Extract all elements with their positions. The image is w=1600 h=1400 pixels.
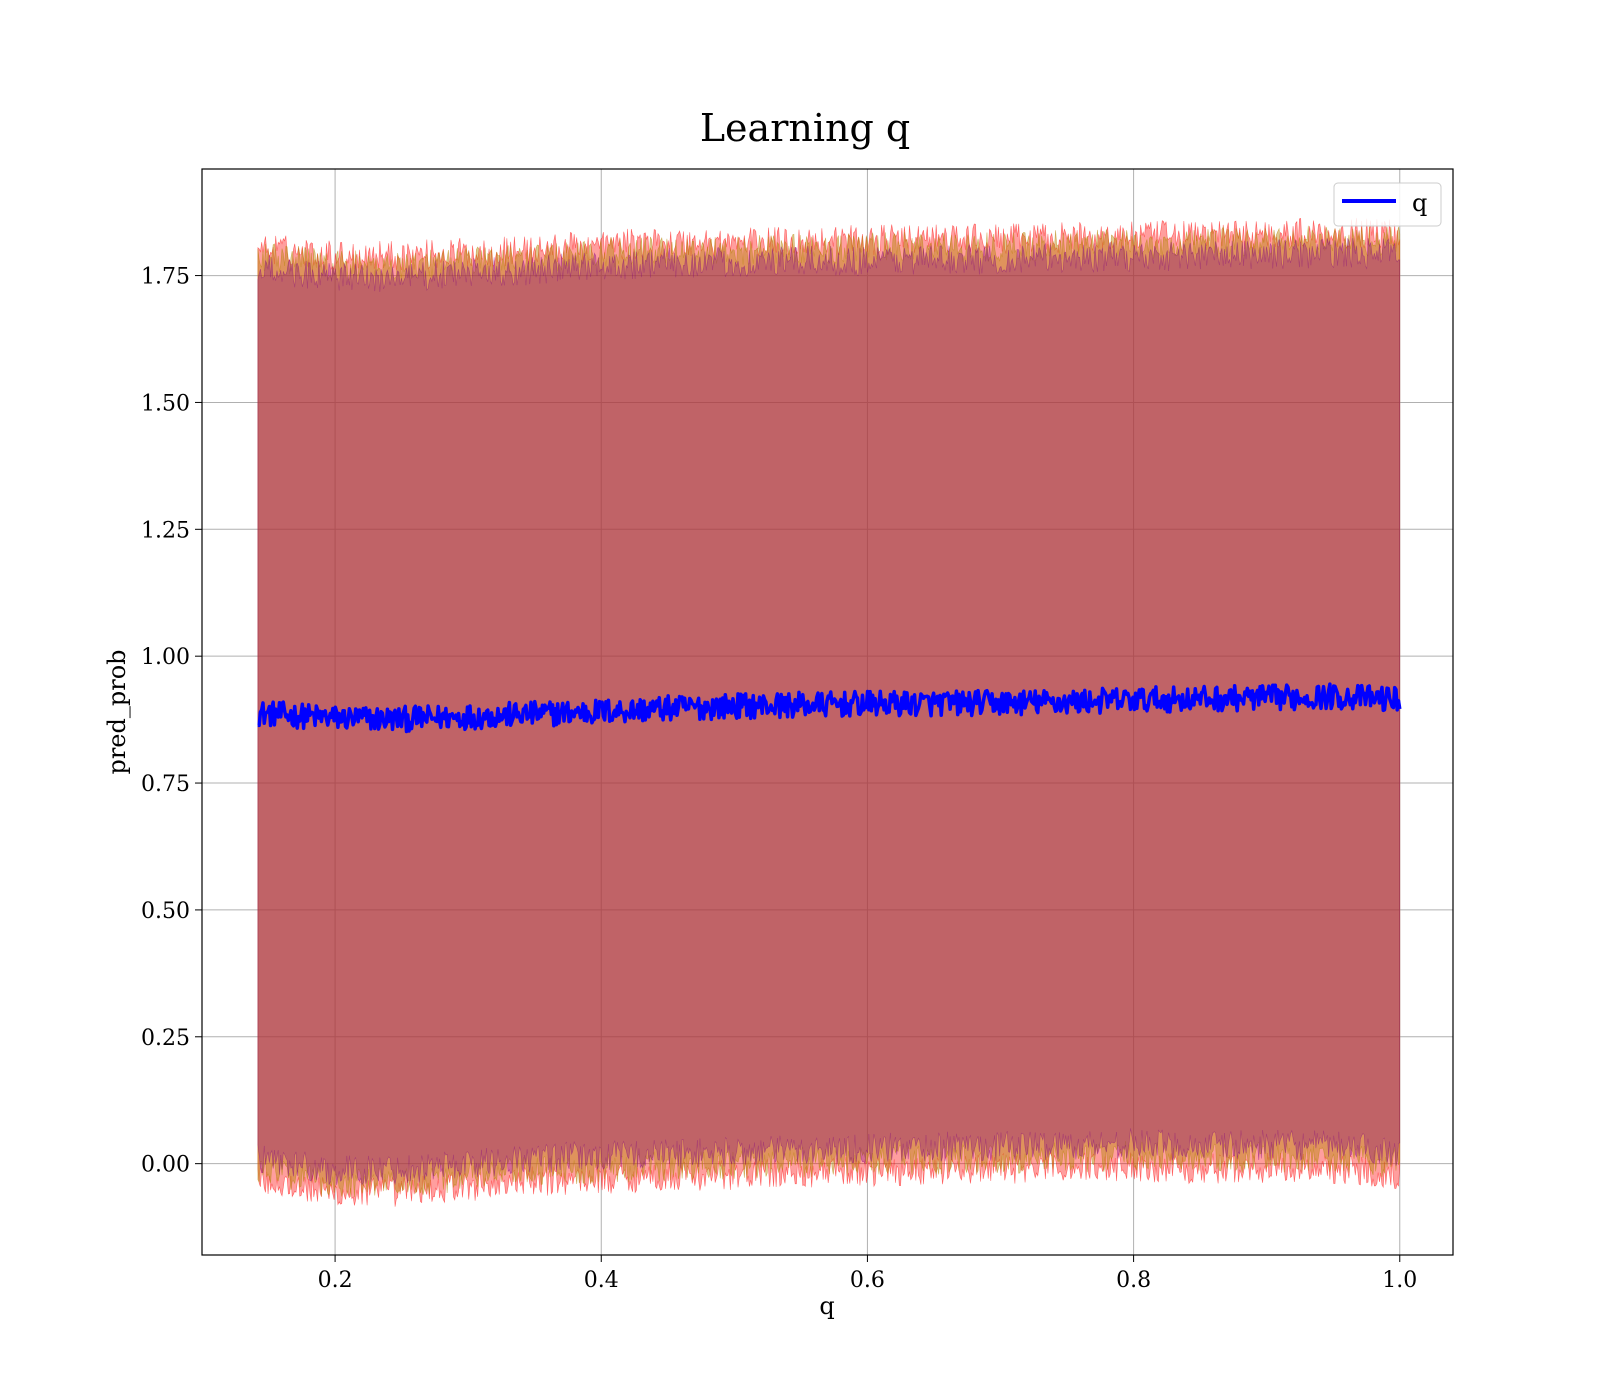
x-tick-label: 0.2 [318, 1268, 353, 1293]
y-tick-label: 0.75 [141, 772, 190, 797]
uncertainty-bands [257, 217, 1401, 1207]
x-axis-ticks: 0.2 0.4 0.6 0.8 1.0 [318, 1255, 1417, 1293]
y-tick-label: 0.00 [141, 1153, 190, 1178]
uncertainty-band-0 [257, 217, 1401, 1207]
y-axis-title: pred_prob [103, 649, 131, 774]
y-axis-ticks: 0.00 0.25 0.50 0.75 1.00 1.25 1.50 1.75 [141, 265, 202, 1178]
y-tick-label: 1.50 [141, 391, 190, 416]
legend-label-q: q [1412, 189, 1427, 217]
x-tick-label: 0.6 [850, 1268, 885, 1293]
x-axis-title: q [819, 1292, 834, 1320]
legend: q [1333, 182, 1442, 227]
y-tick-label: 0.25 [141, 1026, 190, 1051]
x-tick-label: 1.0 [1382, 1268, 1417, 1293]
y-tick-label: 1.00 [141, 645, 190, 670]
series-line-q [257, 682, 1402, 734]
y-tick-label: 1.25 [141, 518, 190, 543]
legend-box [1333, 182, 1442, 227]
x-tick-label: 0.8 [1116, 1268, 1151, 1293]
uncertainty-band-2 [257, 238, 1401, 1186]
chart-title: Learning q [700, 106, 910, 150]
y-tick-label: 0.50 [141, 899, 190, 924]
y-tick-label: 1.75 [141, 265, 190, 290]
x-tick-label: 0.4 [584, 1268, 619, 1293]
series-lines [257, 682, 1402, 734]
plot-frame [201, 168, 1454, 1256]
uncertainty-band-1 [257, 225, 1401, 1198]
